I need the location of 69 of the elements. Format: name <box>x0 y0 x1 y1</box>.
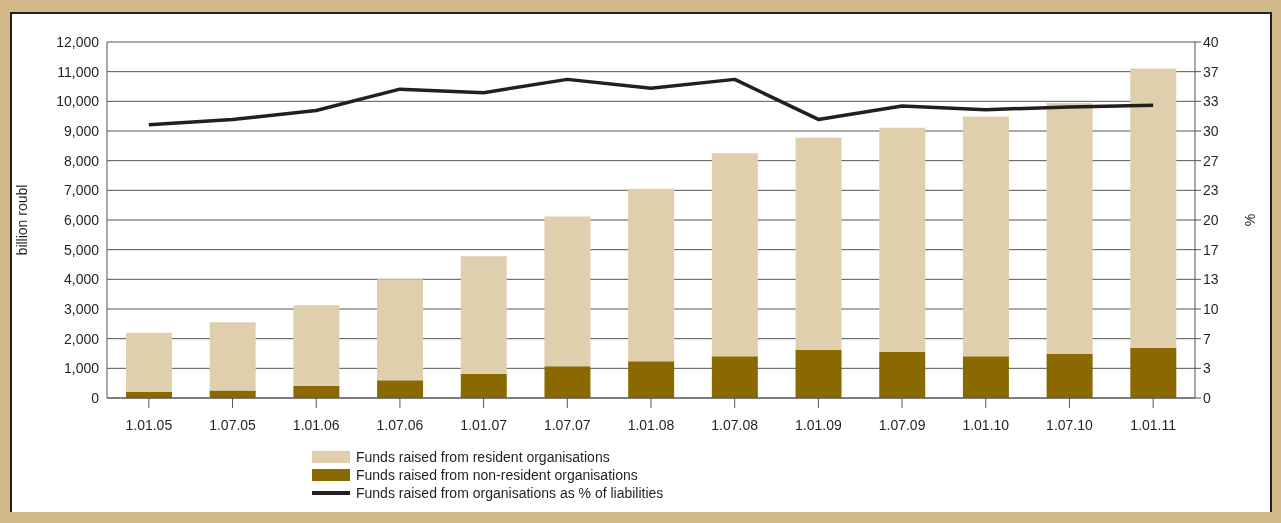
x-tick-label: 1.01.09 <box>795 416 842 433</box>
bar <box>1130 68 1177 348</box>
x-tick-label: 1.01.10 <box>962 416 1010 433</box>
y-axis-title: billion roubl <box>13 184 30 256</box>
y-tick-label: 5,000 <box>63 241 100 258</box>
bar <box>293 385 340 398</box>
line-series <box>147 77 1155 127</box>
x-tick-label: 1.01.11 <box>1130 416 1177 433</box>
bar <box>293 305 340 386</box>
x-tick-label: 1.01.08 <box>627 416 675 433</box>
y-tick-label: 0 <box>91 389 100 406</box>
y-tick-label: 7,000 <box>63 182 100 199</box>
bar <box>377 279 424 381</box>
x-tick-label: 1.07.05 <box>209 416 257 433</box>
bar <box>711 153 758 357</box>
y2-tick-label: 27 <box>1203 152 1219 169</box>
bar <box>628 361 675 398</box>
y-tick-label: 11,000 <box>57 63 100 80</box>
y2-tick-label: 30 <box>1203 122 1219 139</box>
bar <box>460 256 507 374</box>
y-tick-label: 6,000 <box>63 211 100 228</box>
bar <box>209 322 256 391</box>
bar <box>711 356 758 398</box>
bar <box>795 349 842 398</box>
y-tick-label: 4,000 <box>63 271 100 288</box>
x-tick-label: 1.07.06 <box>376 416 424 433</box>
y2-tick-label: 0 <box>1203 389 1211 406</box>
bar <box>544 216 591 367</box>
y2-tick-label: 10 <box>1203 300 1219 317</box>
bar <box>377 380 424 398</box>
bar <box>879 352 926 398</box>
y-tick-label: 1,000 <box>63 360 100 377</box>
x-tick-label: 1.07.10 <box>1046 416 1094 433</box>
bar <box>628 188 675 362</box>
bar <box>1046 354 1093 398</box>
legend-label: Funds raised from organisations as % of liabilities <box>356 484 664 502</box>
bar <box>962 356 1009 398</box>
y2-tick-label: 40 <box>1203 33 1219 50</box>
bar <box>126 332 172 393</box>
bar <box>1130 347 1177 398</box>
y2-tick-label: 17 <box>1203 241 1219 258</box>
y2-tick-label: 3 <box>1203 360 1211 377</box>
y2-tick-label: 37 <box>1203 63 1219 80</box>
y-tick-label: 10,000 <box>56 93 100 110</box>
legend-label: Funds raised from non-resident organisations <box>356 466 638 484</box>
y-tick-label: 9,000 <box>63 122 100 139</box>
y-tick-label: 8,000 <box>63 152 100 169</box>
x-tick-label: 1.01.05 <box>125 416 173 433</box>
x-tick-label: 1.01.06 <box>292 416 340 433</box>
y-tick-label: 3,000 <box>63 300 100 317</box>
bar <box>460 373 507 398</box>
bar <box>544 366 591 398</box>
x-tick-label: 1.07.08 <box>711 416 759 433</box>
bar <box>879 127 926 353</box>
bar <box>1046 103 1093 355</box>
y2-tick-label: 23 <box>1203 182 1219 199</box>
x-tick-label: 1.07.09 <box>878 416 926 433</box>
y2-tick-label: 20 <box>1203 211 1219 228</box>
y2-tick-label: 7 <box>1203 330 1211 347</box>
bar <box>962 116 1009 357</box>
y2-tick-label: 13 <box>1203 271 1219 288</box>
y2-tick-label: 33 <box>1203 93 1219 110</box>
x-tick-label: 1.07.07 <box>543 416 591 433</box>
x-tick-label: 1.01.07 <box>460 416 508 433</box>
y-tick-label: 2,000 <box>63 330 100 347</box>
legend-label: Funds raised from resident organisations <box>356 448 610 466</box>
bar <box>795 137 842 350</box>
y-tick-label: 12,000 <box>56 33 100 50</box>
y2-axis-title: % <box>1241 213 1258 227</box>
